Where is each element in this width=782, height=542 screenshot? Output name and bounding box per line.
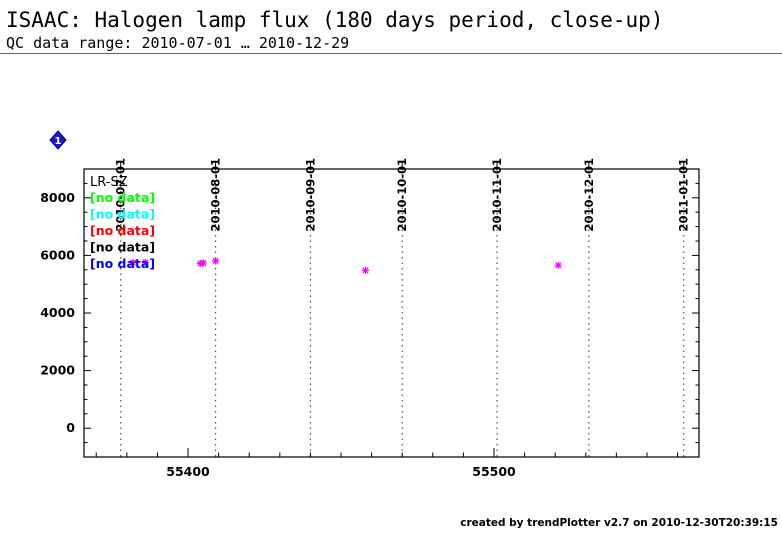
legend-entry: [no data]: [90, 256, 155, 271]
footer-credit: created by trendPlotter v2.7 on 2010-12-…: [460, 517, 778, 529]
top-axis-ticks: [120, 162, 685, 169]
date-label: 2010-12-01: [582, 158, 596, 232]
chart-title: ISAAC: Halogen lamp flux (180 days perio…: [6, 8, 664, 32]
x-axis: 55400 55500: [95, 448, 679, 479]
y-tick-label: 6000: [40, 247, 75, 262]
legend-entry: [no data]: [90, 240, 155, 255]
data-point: [199, 259, 207, 267]
date-label: 2011-01-01: [677, 158, 691, 232]
header-divider: [0, 53, 782, 54]
x-tick-label: 55400: [166, 464, 210, 479]
date-label: 2010-08-01: [209, 158, 223, 232]
y-tick-label: 0: [66, 420, 75, 435]
data-point: [211, 257, 220, 265]
marker-label: 1: [55, 136, 62, 147]
date-lines: [120, 169, 685, 457]
diamond-marker-icon: [49, 130, 67, 150]
legend-entry: [no data]: [90, 223, 155, 238]
date-labels: 2010-07-01 2010-08-01 2010-09-01 2010-10-01…: [114, 158, 691, 232]
x-tick-label: 55500: [472, 464, 516, 479]
data-points: [129, 257, 562, 274]
date-label: 2010-09-01: [303, 158, 317, 232]
plot-frame: [83, 168, 700, 458]
legend-entry: [no data]: [90, 207, 155, 222]
legend-header: LR-SZ: [90, 175, 128, 190]
legend: LR-SZ[no data][no data][no data][no data…: [90, 175, 155, 271]
y-axis: 0 2000 4000 6000 8000: [40, 168, 699, 458]
date-label: 2010-11-01: [490, 158, 504, 232]
marker: 1: [49, 130, 67, 150]
data-point: [141, 258, 149, 266]
date-label: 2010-10-01: [395, 158, 409, 232]
data-point: [361, 266, 370, 274]
y-tick-label: 4000: [40, 305, 75, 320]
data-point: [129, 259, 137, 267]
legend-entry: [no data]: [90, 190, 155, 205]
data-point: [554, 261, 562, 269]
chart-subtitle: QC data range: 2010-07-01 … 2010-12-29: [6, 34, 350, 52]
date-label: 2010-07-01: [114, 158, 128, 232]
y-tick-label: 2000: [40, 363, 75, 378]
y-tick-label: 8000: [40, 190, 75, 205]
